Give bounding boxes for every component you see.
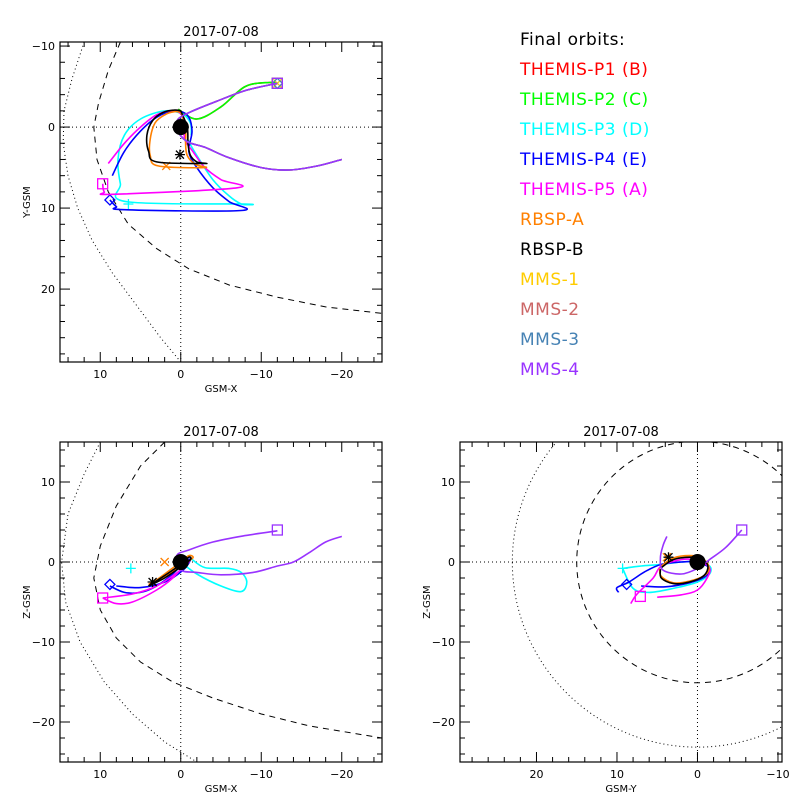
plot-frame — [459, 441, 783, 763]
x-tick-label: 0 — [177, 768, 184, 781]
y-tick-label: 0 — [448, 556, 455, 569]
plot-area — [60, 442, 382, 762]
earth-icon — [689, 553, 706, 571]
y-tick-label: −20 — [432, 716, 455, 729]
plot-panel: 2017-07-08 GSM-Y Z-GSM 20 10 0 −10 10 0 −10 −20 — [422, 425, 790, 795]
orbit-mms-4 — [659, 529, 743, 575]
y-tick-label: 10 — [441, 476, 455, 489]
marker-diamond — [103, 194, 116, 206]
y-tick-label: 10 — [41, 202, 55, 215]
x-tick-label: 10 — [93, 368, 107, 381]
marker-diamond — [103, 578, 116, 591]
marker-plus — [617, 563, 628, 574]
x-tick-label: 0 — [177, 368, 184, 381]
magnetopause-line — [576, 442, 782, 684]
orbit-mms-4 — [175, 82, 342, 171]
y-tick-label: 0 — [48, 121, 55, 134]
marker-asterisk — [663, 552, 674, 563]
y-tick-label: 20 — [41, 283, 55, 296]
legend-item: MMS-2 — [520, 300, 580, 320]
x-tick-label: 10 — [610, 768, 624, 781]
y-axis-label: Y-GSM — [22, 186, 33, 219]
orbit-rbsp-b — [148, 556, 192, 587]
plot-frame — [59, 41, 383, 363]
y-tick-label: −10 — [432, 636, 455, 649]
legend-item: MMS-1 — [520, 270, 580, 290]
orbit-mms-4 — [175, 530, 343, 576]
plot-panel: 2017-07-08 GSM-X Y-GSM 10 0 −10 −20 −10 0 10 20 — [22, 25, 383, 395]
x-tick-label: −20 — [330, 768, 353, 781]
orbit-themis-p5-a — [99, 110, 244, 196]
bow-shock-line — [61, 442, 198, 762]
marker-asterisk — [147, 577, 158, 587]
marker-square — [97, 178, 109, 190]
orbit-rbsp-b — [659, 556, 709, 585]
plot-area — [460, 442, 782, 762]
legend-item: RBSP-A — [520, 210, 585, 230]
plot-title: 2017-07-08 — [583, 425, 659, 440]
marker-square — [97, 592, 109, 604]
x-tick-label: −10 — [766, 768, 789, 781]
y-tick-label: −20 — [32, 716, 55, 729]
legend-item: THEMIS-P2 (C) — [520, 90, 649, 110]
y-axis-label: Z-GSM — [422, 585, 433, 618]
legend-item: THEMIS-P3 (D) — [520, 120, 650, 140]
marker-x — [160, 557, 170, 567]
x-tick-label: 20 — [529, 768, 543, 781]
marker-diamond — [620, 578, 633, 591]
earth-icon — [172, 119, 189, 136]
orbit-rbsp-a — [148, 110, 208, 169]
orbit-rbsp-b — [145, 109, 208, 165]
legend-title: Final orbits: — [520, 30, 626, 50]
marker-plus — [125, 563, 136, 574]
earth-icon — [172, 553, 189, 571]
x-axis-label: GSM-X — [205, 784, 238, 795]
legend-item: RBSP-B — [520, 240, 585, 260]
marker-square — [634, 590, 646, 603]
marker-asterisk — [174, 149, 185, 160]
x-tick-label: −10 — [250, 768, 273, 781]
marker-plus — [123, 199, 134, 210]
y-axis-label: Z-GSM — [22, 585, 33, 618]
legend-item: THEMIS-P5 (A) — [520, 180, 649, 200]
magnetopause-line — [93, 442, 382, 739]
plot-frame — [59, 441, 383, 763]
legend-item: MMS-4 — [520, 360, 580, 380]
plot-panel: 2017-07-08 GSM-X Z-GSM 10 0 −10 −20 10 0 −10 −20 — [22, 425, 383, 795]
marker-square — [736, 524, 748, 536]
orbit-rbsp-a — [658, 554, 710, 584]
plot-area — [60, 42, 382, 362]
magnetopause-line — [93, 42, 382, 314]
marker-square — [271, 77, 284, 89]
marker-square — [271, 524, 284, 536]
bow-shock-line — [62, 42, 182, 362]
legend-item: THEMIS-P1 (B) — [520, 60, 649, 80]
x-axis-label: GSM-Y — [605, 784, 637, 795]
legend-item: MMS-3 — [520, 330, 580, 350]
legend-item: THEMIS-P4 (E) — [520, 150, 648, 170]
x-tick-label: −10 — [250, 368, 273, 381]
orbit-themis-p2-c — [177, 81, 278, 120]
x-tick-label: 10 — [93, 768, 107, 781]
y-tick-label: −10 — [32, 40, 55, 53]
orbit-themis-p3-d — [180, 557, 248, 593]
x-tick-label: 0 — [694, 768, 701, 781]
y-tick-label: −10 — [32, 636, 55, 649]
y-tick-label: 0 — [48, 556, 55, 569]
y-tick-label: 10 — [41, 476, 55, 489]
x-tick-label: −20 — [330, 368, 353, 381]
x-axis-label: GSM-X — [205, 384, 238, 395]
plot-title: 2017-07-08 — [183, 425, 259, 440]
plot-title: 2017-07-08 — [183, 25, 259, 40]
